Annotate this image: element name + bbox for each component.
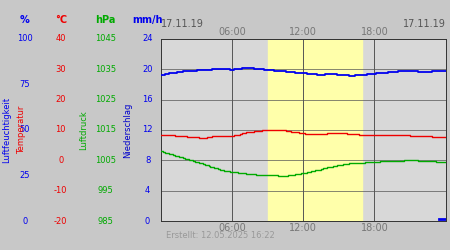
Text: 0: 0 xyxy=(22,217,27,226)
Text: 16: 16 xyxy=(142,95,153,104)
Text: °C: °C xyxy=(55,15,67,25)
Text: Luftdruck: Luftdruck xyxy=(79,110,88,150)
Bar xyxy=(232,39,303,221)
Text: 1025: 1025 xyxy=(95,95,116,104)
Bar xyxy=(268,39,362,221)
Text: 1015: 1015 xyxy=(95,126,116,134)
Text: 1045: 1045 xyxy=(95,34,116,43)
Text: 1005: 1005 xyxy=(95,156,116,165)
Text: 995: 995 xyxy=(98,186,113,195)
Text: 20: 20 xyxy=(142,65,153,74)
Text: 17.11.19: 17.11.19 xyxy=(161,19,204,29)
Text: hPa: hPa xyxy=(95,15,116,25)
Bar xyxy=(374,39,446,221)
Text: 12: 12 xyxy=(142,126,153,134)
Text: 985: 985 xyxy=(98,217,114,226)
Text: Niederschlag: Niederschlag xyxy=(123,102,132,158)
Text: 1035: 1035 xyxy=(95,65,116,74)
Text: Erstellt: 12.05.2025 16:22: Erstellt: 12.05.2025 16:22 xyxy=(166,231,274,240)
Text: 50: 50 xyxy=(19,126,30,134)
Text: %: % xyxy=(20,15,30,25)
Text: -10: -10 xyxy=(54,186,68,195)
Text: mm/h: mm/h xyxy=(132,15,163,25)
Text: 17.11.19: 17.11.19 xyxy=(403,19,446,29)
Text: 25: 25 xyxy=(19,171,30,180)
Text: 8: 8 xyxy=(145,156,150,165)
Text: 30: 30 xyxy=(55,65,66,74)
Text: Temperatur: Temperatur xyxy=(17,106,26,154)
Bar xyxy=(303,39,374,221)
Text: 0: 0 xyxy=(58,156,63,165)
Text: Luftfeuchtigkeit: Luftfeuchtigkeit xyxy=(2,97,11,163)
Text: 0: 0 xyxy=(145,217,150,226)
Text: 20: 20 xyxy=(55,95,66,104)
Text: -20: -20 xyxy=(54,217,68,226)
Text: 100: 100 xyxy=(17,34,32,43)
Text: 75: 75 xyxy=(19,80,30,89)
Text: 4: 4 xyxy=(145,186,150,195)
Text: 40: 40 xyxy=(55,34,66,43)
Bar xyxy=(161,39,232,221)
Text: 24: 24 xyxy=(142,34,153,43)
Text: 10: 10 xyxy=(55,126,66,134)
